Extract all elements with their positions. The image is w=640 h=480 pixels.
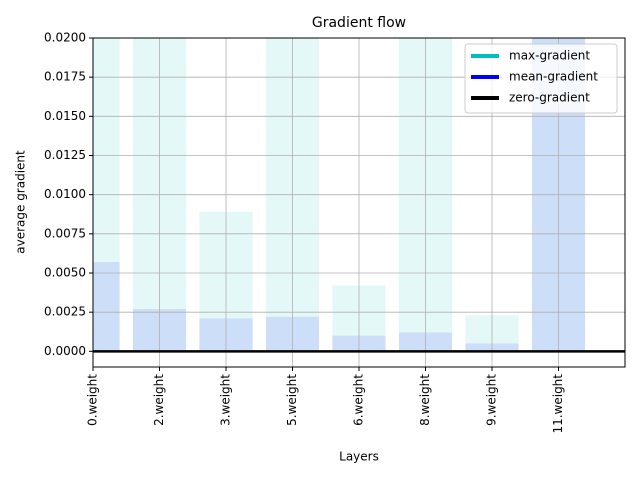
chart-title: Gradient flow xyxy=(312,15,406,31)
legend-box xyxy=(464,43,618,114)
legend-label: zero-gradient xyxy=(509,91,590,105)
y-tick-label: 0.0150 xyxy=(44,109,86,123)
x-tick-label: 3.weight xyxy=(219,374,233,426)
axes-frame xyxy=(92,37,626,368)
legend-label: mean-gradient xyxy=(509,70,598,84)
x-axis-label: Layers xyxy=(339,450,379,464)
x-tick-label: 5.weight xyxy=(285,374,299,426)
x-tick-label: 2.weight xyxy=(152,374,166,426)
x-tick-label: 6.weight xyxy=(352,374,366,426)
y-tick-label: 0.0100 xyxy=(44,187,86,201)
bar xyxy=(93,262,120,352)
x-tick-label: 8.weight xyxy=(418,374,432,426)
y-tick-label: 0.0175 xyxy=(44,70,86,84)
x-tick-label: 9.weight xyxy=(485,374,499,426)
y-tick-label: 0.0200 xyxy=(44,31,86,45)
y-tick-label: 0.0050 xyxy=(44,266,86,280)
x-tick-label: 11.weight xyxy=(551,374,565,434)
y-tick-label: 0.0025 xyxy=(44,305,86,319)
y-tick-label: 0.0125 xyxy=(44,148,86,162)
x-tick-label: 0.weight xyxy=(86,374,100,426)
legend-label: max-gradient xyxy=(509,49,590,63)
y-tick-label: 0.0075 xyxy=(44,226,86,240)
y-tick-label: 0.0000 xyxy=(44,344,86,358)
y-axis-label: average gradient xyxy=(14,150,28,254)
